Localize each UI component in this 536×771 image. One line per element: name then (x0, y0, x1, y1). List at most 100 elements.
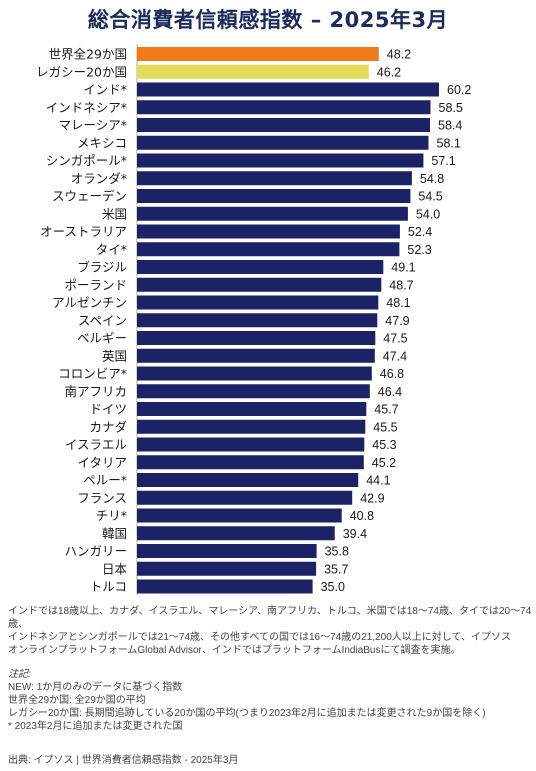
value-label: 39.4 (343, 527, 367, 541)
category-label: ドイツ (89, 402, 127, 417)
category-label: 英国 (102, 348, 127, 363)
value-label: 47.9 (385, 314, 409, 328)
value-label: 47.5 (383, 332, 407, 346)
bar (137, 313, 378, 328)
bar (137, 455, 364, 470)
value-label: 45.3 (372, 438, 396, 452)
value-label: 35.0 (321, 580, 345, 594)
bar (137, 277, 382, 292)
bar (137, 206, 408, 221)
value-label: 45.2 (372, 456, 396, 470)
bar (137, 118, 430, 132)
value-label: 47.4 (383, 349, 407, 363)
category-label: インド* (83, 82, 127, 97)
bar (137, 242, 400, 257)
bar (137, 561, 317, 576)
category-label: ハンガリー (64, 544, 127, 559)
methodology-line: インドでは18歳以上、カナダ、イスラエル、マレーシア、南アフリカ、トルコ、米国で… (8, 606, 532, 630)
category-label: メキシコ (77, 135, 127, 150)
bar (137, 64, 369, 79)
methodology-note: インドでは18歳以上、カナダ、イスラエル、マレーシア、南アフリカ、トルコ、米国で… (8, 605, 533, 657)
bar (137, 384, 370, 399)
category-label: イタリア (77, 455, 127, 470)
category-label: ポーランド (64, 277, 127, 292)
source-line: 出典: イプソス | 世界消費者信頼感指数 - 2025年3月 (8, 755, 239, 766)
value-label: 48.2 (387, 48, 411, 62)
category-label: ブラジル (77, 260, 127, 275)
bar (137, 82, 439, 97)
bar (137, 437, 365, 452)
value-label: 58.5 (439, 101, 463, 115)
value-label: 35.7 (324, 562, 348, 576)
bar (137, 171, 412, 186)
value-label: 48.1 (386, 296, 410, 310)
value-label: 58.1 (437, 136, 461, 150)
category-label: レガシー20か国 (36, 64, 127, 79)
category-label: シンガポール* (46, 153, 127, 168)
bar (137, 153, 424, 168)
value-label: 58.4 (438, 119, 462, 133)
category-label: トルコ (90, 579, 127, 594)
value-label: 45.7 (374, 403, 398, 417)
value-label: 54.8 (420, 172, 444, 186)
value-label: 54.5 (418, 190, 442, 204)
category-label: 日本 (102, 561, 128, 576)
category-label: 韓国 (102, 526, 127, 541)
bar (137, 331, 376, 345)
bar (137, 508, 342, 523)
notes-heading: 注記: (8, 669, 31, 680)
value-label: 52.4 (408, 225, 432, 239)
value-label: 42.9 (360, 491, 384, 505)
category-label: チリ* (96, 508, 127, 523)
value-label: 35.8 (325, 545, 349, 559)
bar (137, 189, 411, 203)
category-label: カナダ (89, 419, 127, 434)
value-label: 54.0 (416, 207, 440, 221)
bar (137, 473, 359, 487)
category-label: フランス (77, 490, 127, 505)
category-label: ペルー* (83, 473, 127, 488)
bar (137, 579, 313, 594)
methodology-line: インドネシアとシンガポールでは21～74歳、その他すべての国では16～74歳の2… (8, 632, 511, 643)
bar (137, 295, 379, 310)
category-label: アルゼンチン (52, 295, 127, 310)
category-label: ベルギー (77, 331, 127, 346)
category-label: スペイン (78, 313, 127, 328)
chart-title: 総合消費者信頼感指数 – 2025年3月 (87, 8, 449, 32)
category-label: タイ* (96, 242, 127, 257)
bar (137, 100, 431, 115)
note-line: 世界全29か国: 全29か国の平均 (8, 695, 146, 706)
category-label: スウェーデン (52, 189, 127, 204)
bar (137, 47, 379, 61)
bar (137, 419, 366, 434)
bar (137, 348, 375, 363)
category-label: イスラエル (65, 437, 127, 452)
value-label: 45.5 (373, 420, 397, 434)
value-label: 40.8 (350, 509, 374, 523)
note-line: レガシー20か国: 長期間追跡している20か国の平均(つまり2023年2月に追加… (8, 708, 486, 719)
value-label: 46.8 (380, 367, 404, 381)
category-label: コロンビア* (58, 366, 127, 381)
value-label: 46.4 (378, 385, 402, 399)
value-label: 46.2 (377, 65, 401, 79)
value-label: 60.2 (447, 83, 471, 97)
value-label: 48.7 (389, 278, 413, 292)
value-label: 57.1 (431, 154, 455, 168)
category-label: オーストラリア (40, 224, 127, 239)
bar (137, 526, 335, 541)
value-label: 49.1 (391, 261, 415, 275)
value-label: 52.3 (407, 243, 431, 257)
bar (137, 544, 317, 558)
category-label: オランダ* (71, 171, 127, 186)
category-label: マレーシア* (58, 118, 127, 133)
bar (137, 366, 372, 381)
bar (137, 260, 384, 274)
bar (137, 402, 367, 416)
category-label: インドネシア* (46, 100, 127, 115)
bar (137, 135, 429, 150)
bar (137, 490, 353, 505)
category-label: 南アフリカ (64, 384, 127, 399)
methodology-line: オンラインプラットフォームGlobal Advisor、インドではプラットフォー… (8, 645, 461, 656)
note-line: NEW: 1か月のみのデータに基づく指数 (8, 682, 183, 693)
bar-chart: 世界全29か国 48.2 レガシー20か国 46.2 インド* 60.2 インドネシア* 58… (36, 44, 471, 595)
